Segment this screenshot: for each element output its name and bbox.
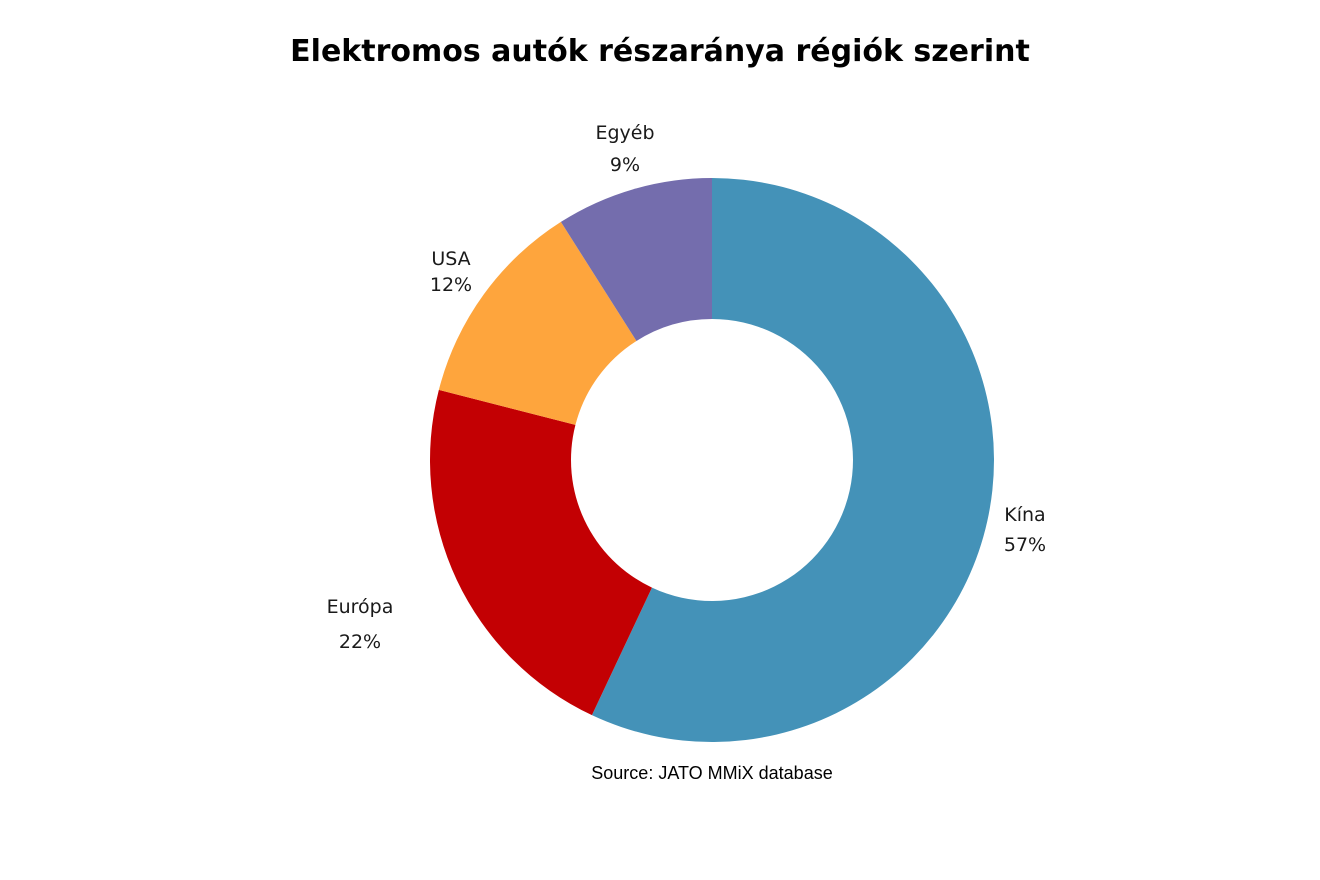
slice-usa: [438, 221, 637, 425]
slice-label: Egyéb: [595, 122, 654, 144]
slice-kína: [591, 178, 995, 742]
slice-egyéb: [560, 178, 712, 341]
slice-label: USA: [431, 248, 470, 270]
slice-európa: [430, 389, 652, 716]
chart-title: Elektromos autók részaránya régiók szeri…: [290, 34, 1030, 69]
slice-value-label: 22%: [339, 631, 381, 653]
slice-value-label: 12%: [430, 274, 472, 296]
donut-slices: [430, 178, 995, 742]
slice-value-label: 57%: [1004, 534, 1046, 556]
source-note: Source: JATO MMiX database: [591, 763, 833, 783]
slice-labels: Kína 57% Európa 22% USA 12% Egyéb 9%: [327, 122, 1047, 653]
slice-label: Kína: [1004, 504, 1045, 526]
slice-label: Európa: [327, 596, 394, 618]
slice-value-label: 9%: [610, 154, 640, 176]
